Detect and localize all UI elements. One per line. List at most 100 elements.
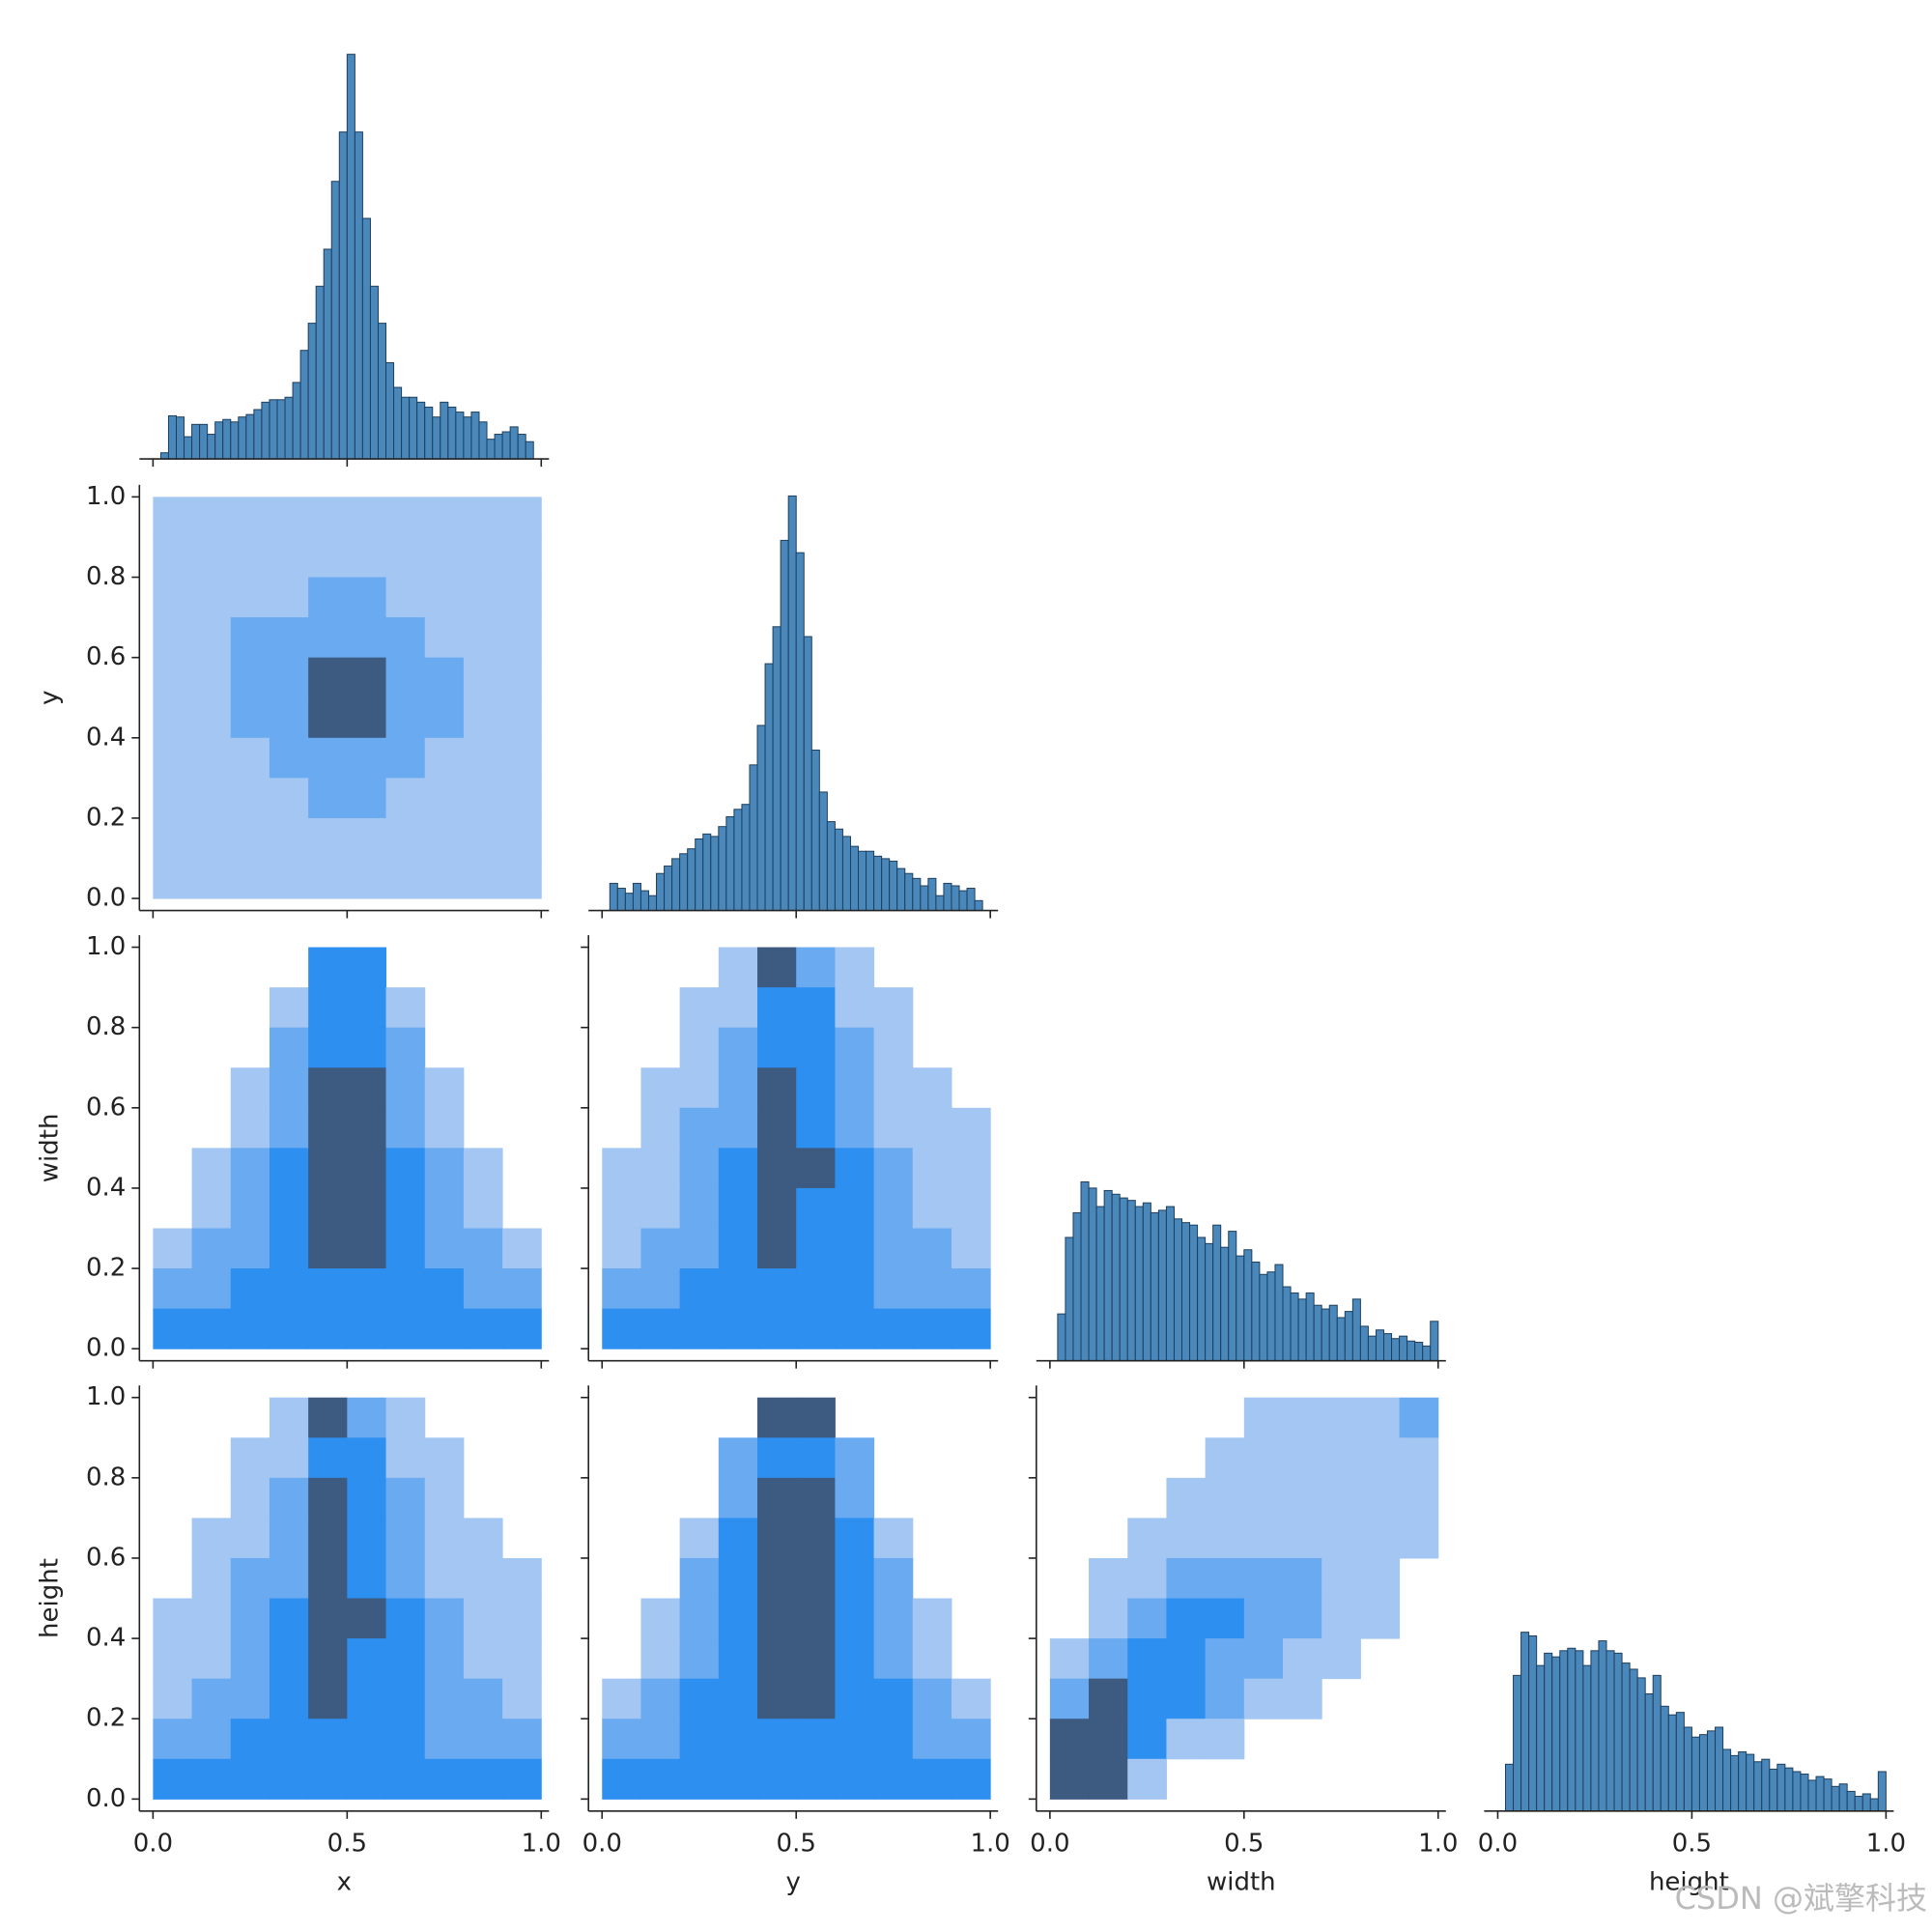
heatmap-cell — [679, 1228, 720, 1269]
heatmap-cell — [640, 1437, 680, 1478]
heatmap-cell — [347, 1268, 387, 1310]
heatmap-cell — [640, 1028, 680, 1068]
heatmap-cell — [191, 577, 232, 618]
heatmap-cell — [463, 1598, 503, 1639]
heatmap-cell — [796, 987, 836, 1029]
heatmap-cell — [1283, 1638, 1322, 1680]
y-axis-label: width — [36, 1114, 65, 1183]
heatmap-cell — [347, 1027, 387, 1068]
x-tick-label: 1.0 — [522, 1829, 561, 1858]
heatmap-cell — [385, 1758, 426, 1800]
histogram-bar — [307, 323, 317, 460]
heatmap-cell — [385, 1067, 426, 1109]
heatmap-cell — [912, 1719, 952, 1760]
heatmap-cell — [679, 1638, 720, 1680]
heatmap-cell — [269, 858, 309, 899]
heatmap-cell — [191, 817, 232, 859]
y-tick-label: 0.4 — [86, 1624, 126, 1653]
histogram-bar — [733, 809, 743, 912]
heatmap-cell — [269, 1557, 309, 1600]
heatmap-cell — [424, 1758, 465, 1800]
heatmap-cell — [835, 1638, 875, 1680]
heatmap-cell — [602, 1187, 641, 1230]
heatmap-cell — [347, 1598, 387, 1639]
heatmap-cell — [1400, 1759, 1439, 1800]
heatmap-cell — [308, 858, 348, 899]
heatmap-cell — [913, 987, 952, 1028]
histogram-bar — [1414, 1342, 1424, 1362]
heatmap-cell — [192, 987, 232, 1028]
x-tick-label: 1.0 — [1418, 1829, 1458, 1858]
heatmap-cell — [308, 1638, 348, 1680]
histogram-bar — [927, 877, 937, 912]
histogram-bar — [904, 872, 914, 912]
heatmap-cell — [191, 657, 232, 698]
heatmap-cell — [153, 817, 193, 859]
heatmap-cell — [602, 948, 641, 988]
heatmap-cell — [502, 1758, 542, 1800]
histogram-bar — [1266, 1271, 1276, 1362]
heatmap-cell — [230, 1638, 270, 1680]
heatmap-cell — [192, 948, 232, 988]
heatmap-cell — [873, 1719, 914, 1760]
histogram-bar — [1430, 1321, 1439, 1362]
heatmap-cell — [1283, 1759, 1322, 1800]
heatmap-cell — [502, 858, 542, 899]
heatmap-cell — [269, 1187, 309, 1230]
histogram-bar — [787, 495, 797, 912]
heatmap-cell — [796, 1557, 836, 1600]
heatmap-cell — [1127, 1557, 1167, 1600]
heatmap-cell — [951, 1268, 991, 1310]
heatmap-cell — [952, 948, 991, 988]
heatmap-cell — [1127, 1678, 1167, 1719]
histogram-bar — [1181, 1222, 1191, 1362]
x-tick-label: 1.0 — [970, 1829, 1009, 1858]
heatmap-cell — [269, 1397, 309, 1438]
heatmap-cell — [1205, 1719, 1245, 1760]
heatmap-cell — [602, 1719, 641, 1760]
heatmap-cell — [835, 1437, 875, 1479]
heatmap-cell — [424, 1518, 465, 1559]
histogram-bar — [447, 406, 457, 460]
heatmap-cell — [757, 1598, 797, 1639]
heatmap-cell — [230, 817, 270, 859]
histogram-bar — [1869, 1798, 1879, 1812]
heatmap-cell — [347, 1719, 387, 1760]
heatmap-cell — [1127, 1437, 1167, 1478]
heatmap-cell — [679, 987, 720, 1029]
histogram-bar — [671, 858, 681, 912]
heatmap-cell — [153, 1437, 192, 1478]
heatmap-cell — [153, 737, 193, 779]
heatmap-cell — [640, 1518, 680, 1558]
heatmap-cell — [874, 1398, 914, 1438]
histogram-bar — [1057, 1313, 1066, 1362]
heatmap-cell — [952, 1398, 991, 1438]
histogram-bar — [1212, 1224, 1222, 1362]
heatmap-cell — [796, 1148, 836, 1189]
heatmap-cell — [463, 817, 503, 859]
heatmap-cell — [1205, 1437, 1245, 1479]
heatmap-cell — [308, 697, 348, 739]
heatmap-cell — [308, 817, 348, 859]
heatmap-cell — [347, 1308, 387, 1350]
heatmap-cell — [308, 657, 348, 698]
heatmap-cell — [1205, 1598, 1245, 1639]
histogram-bar — [1854, 1796, 1863, 1812]
heatmap-cell — [153, 858, 193, 899]
histogram-bar — [1567, 1647, 1577, 1812]
heatmap-cell — [269, 1067, 309, 1109]
histogram-bar — [1551, 1656, 1561, 1812]
histogram-bar — [951, 885, 960, 912]
heatmap-cell — [308, 778, 348, 819]
histogram-bar — [912, 877, 922, 912]
histogram-bar — [920, 885, 929, 912]
heatmap-cell — [191, 1598, 232, 1639]
histogram-bar — [440, 401, 449, 460]
heatmap-cell — [230, 1598, 270, 1639]
heatmap-cell — [757, 987, 797, 1029]
heatmap-cell — [873, 1518, 914, 1559]
histogram-bar — [478, 421, 488, 460]
heatmap-cell — [424, 1228, 465, 1269]
histogram-bar — [679, 853, 689, 912]
